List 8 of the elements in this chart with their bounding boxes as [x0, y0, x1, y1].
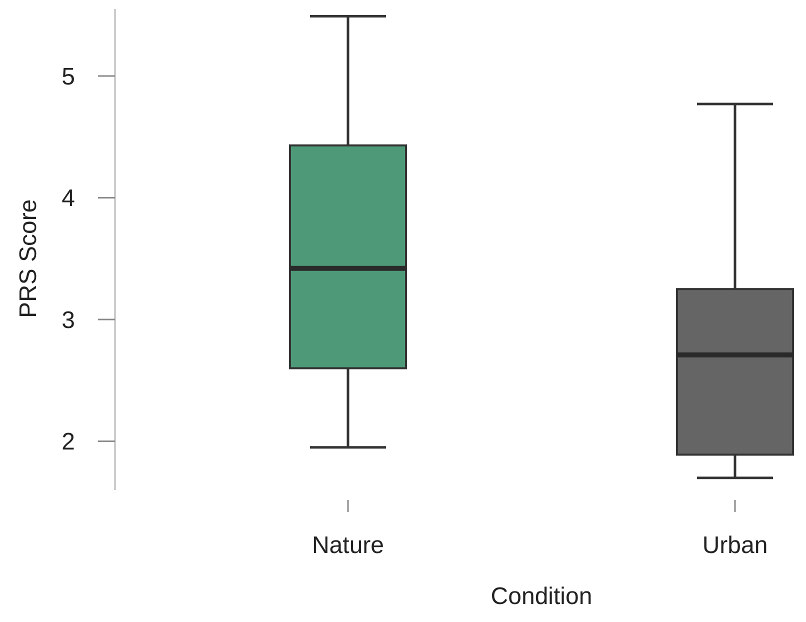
y-axis-title: PRS Score: [15, 199, 42, 318]
x-tick-label: Nature: [312, 532, 384, 559]
x-axis-title: Condition: [490, 583, 592, 610]
y-tick-label: 4: [62, 185, 75, 212]
y-tick-label: 2: [62, 428, 75, 456]
y-tick-label: 3: [62, 306, 75, 334]
x-tick-label: Urban: [702, 532, 768, 559]
y-tick-label: 5: [62, 63, 75, 90]
